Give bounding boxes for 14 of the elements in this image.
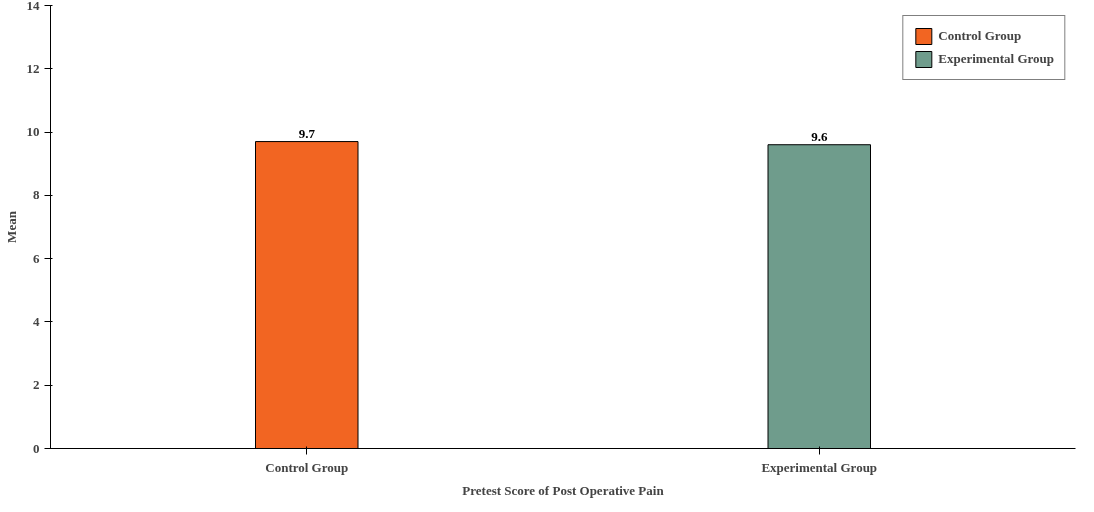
y-tick-label: 0	[33, 440, 40, 456]
y-axis-title: Mean	[3, 210, 19, 243]
y-tick-label: 2	[33, 377, 40, 393]
y-tick-label: 14	[26, 0, 40, 13]
y-tick-label: 12	[26, 60, 40, 76]
legend-label: Control Group	[938, 28, 1022, 44]
data-label: 9.6	[811, 128, 828, 144]
y-tick-label: 8	[33, 187, 40, 203]
x-axis-title: Pretest Score of Post Operative Pain	[462, 482, 665, 498]
y-tick-label: 10	[26, 124, 40, 140]
legend-label: Experimental Group	[938, 51, 1054, 67]
y-tick-label: 4	[33, 313, 40, 329]
data-label: 9.7	[298, 125, 316, 141]
y-tick-label: 6	[33, 250, 40, 266]
